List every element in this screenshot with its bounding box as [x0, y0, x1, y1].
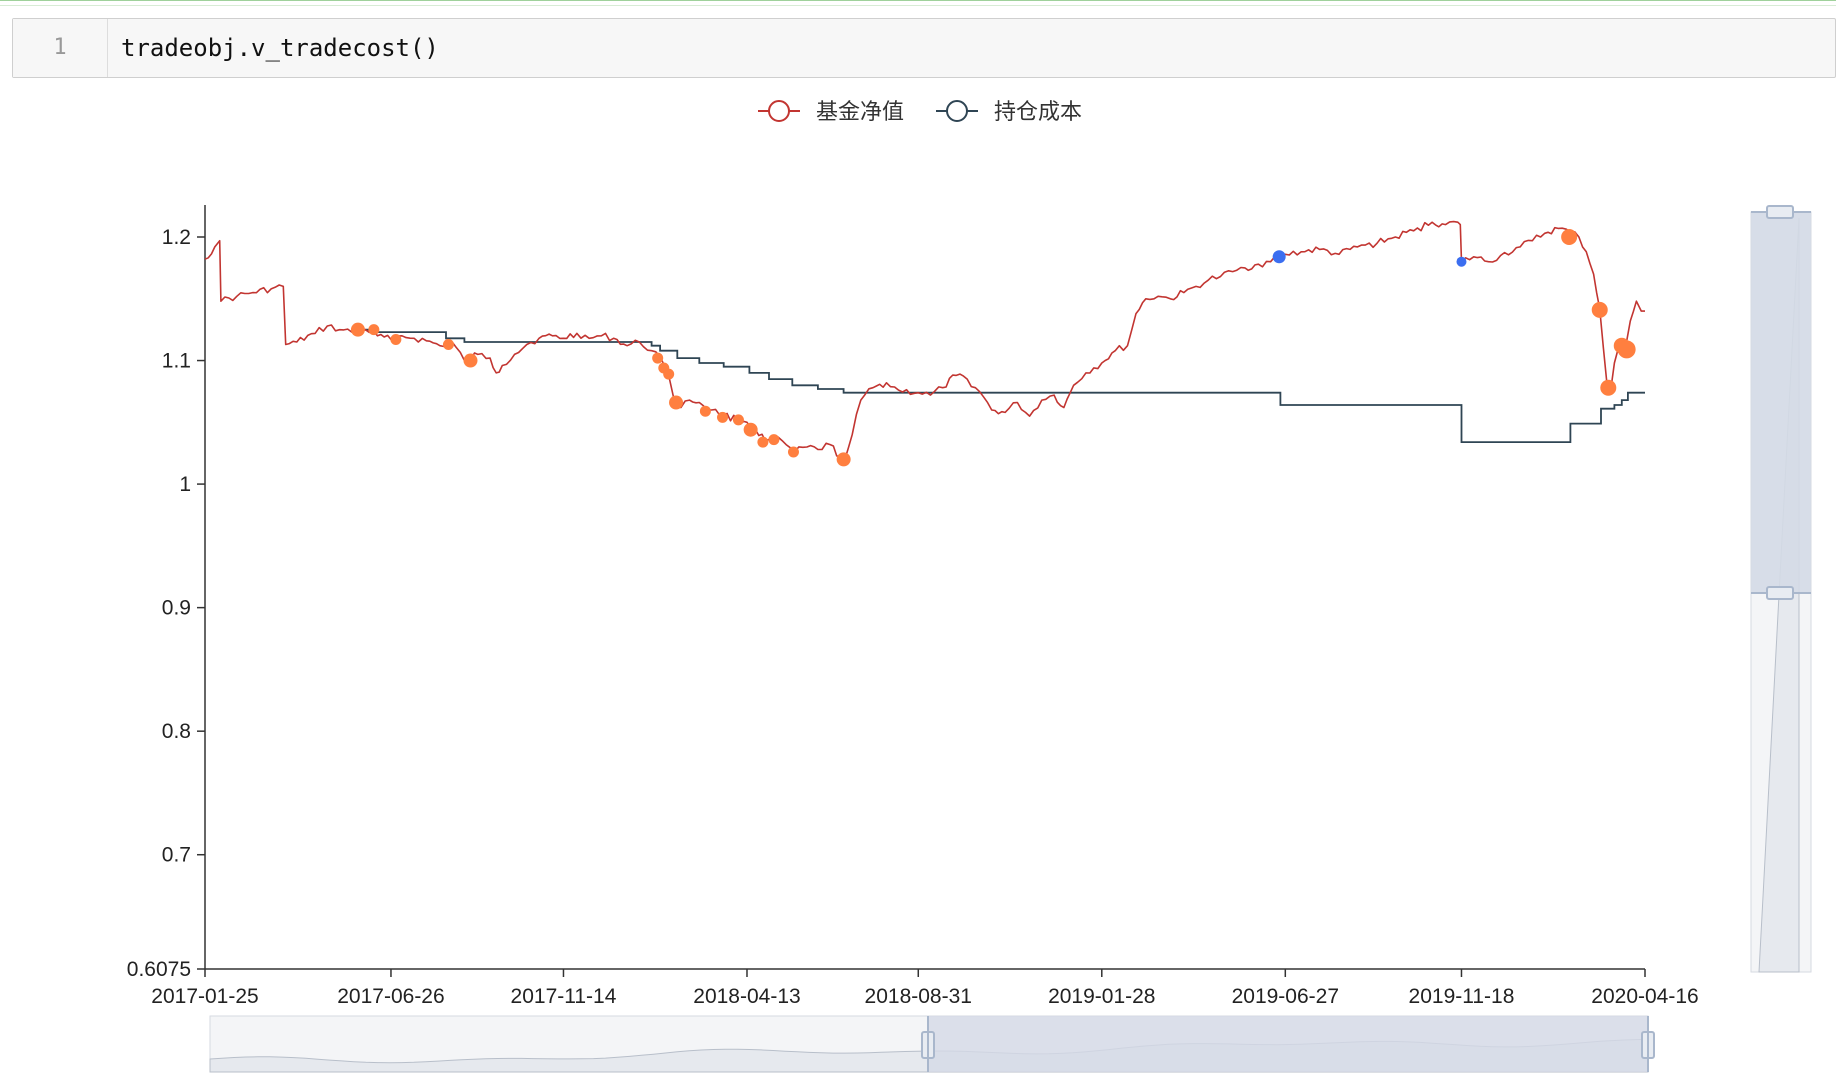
line-number: 1	[13, 19, 108, 77]
x-tick-label: 2018-04-13	[693, 985, 800, 1008]
sell-marker	[669, 395, 684, 410]
sell-marker	[1591, 301, 1608, 318]
y-tick-label: 1	[179, 473, 191, 496]
sell-marker	[652, 352, 664, 364]
datazoom-y-handle-top	[1766, 205, 1794, 219]
x-axis: 2017-01-25 2017-06-26 2017-11-14 2018-04-13…	[151, 968, 1699, 1008]
datazoom-y-selection	[1751, 212, 1811, 593]
sell-marker	[757, 436, 769, 448]
x-tick-label: 2019-01-28	[1048, 985, 1155, 1008]
datazoom-y[interactable]	[1750, 205, 1812, 973]
sell-marker	[1561, 229, 1578, 245]
datazoom-y-handle-bottom	[1766, 586, 1794, 600]
cost-line	[351, 328, 1645, 443]
x-tick-label: 2017-11-14	[511, 985, 617, 1008]
datazoom-x-selection	[928, 1016, 1648, 1072]
sell-marker	[442, 338, 454, 350]
buy-marker	[1456, 256, 1467, 267]
sell-marker	[768, 434, 780, 446]
sell-marker	[1600, 379, 1617, 396]
notebook-top-rule	[0, 0, 1836, 6]
y-tick-label: 0.7	[162, 844, 191, 867]
sell-marker	[787, 446, 799, 458]
buy-marker	[1272, 250, 1286, 264]
legend-item-nav[interactable]: 基金净值	[758, 100, 904, 125]
sell-marker	[699, 405, 711, 417]
sell-marker	[732, 414, 744, 426]
sell-marker	[463, 353, 478, 368]
code-text[interactable]: tradeobj.v_tradecost()	[121, 34, 439, 62]
legend-item-cost[interactable]: 持仓成本	[936, 100, 1082, 125]
trade-cost-chart: 基金净值 持仓成本 0.6075 0.7 0.8 0.9 1 1.1 1.2 2017-01…	[127, 100, 1812, 1073]
y-axis: 0.6075 0.7 0.8 0.9 1 1.1 1.2	[127, 205, 206, 981]
nav-line	[204, 220, 1645, 461]
sell-marker	[743, 422, 758, 437]
sell-marker	[717, 411, 729, 423]
sell-marker	[368, 324, 380, 336]
plot-area	[204, 220, 1645, 467]
legend-label-cost: 持仓成本	[994, 100, 1082, 125]
x-tick-label: 2019-06-27	[1232, 985, 1339, 1008]
y-tick-label: 1.1	[162, 350, 191, 373]
x-tick-label: 2017-01-25	[151, 985, 258, 1008]
datazoom-x[interactable]	[209, 1015, 1655, 1073]
y-tick-label: 1.2	[162, 226, 191, 249]
y-tick-label: 0.6075	[127, 958, 191, 981]
sell-marker	[390, 334, 402, 346]
sell-marker	[663, 368, 675, 380]
legend-label-nav: 基金净值	[816, 100, 904, 125]
sell-marker	[836, 452, 851, 467]
x-tick-label: 2018-08-31	[865, 985, 972, 1008]
x-tick-label: 2019-11-18	[1409, 985, 1515, 1008]
x-tick-label: 2017-06-26	[337, 985, 444, 1008]
code-cell[interactable]: 1 tradeobj.v_tradecost()	[12, 18, 1836, 78]
y-tick-label: 0.8	[162, 720, 191, 743]
legend-nav-marker	[768, 100, 790, 122]
sell-marker	[1617, 340, 1636, 359]
y-tick-label: 0.9	[162, 597, 191, 620]
x-tick-label: 2020-04-16	[1591, 985, 1698, 1008]
chart-legend[interactable]: 基金净值 持仓成本	[758, 100, 1082, 125]
sell-marker	[350, 322, 365, 337]
legend-cost-marker	[946, 100, 968, 122]
